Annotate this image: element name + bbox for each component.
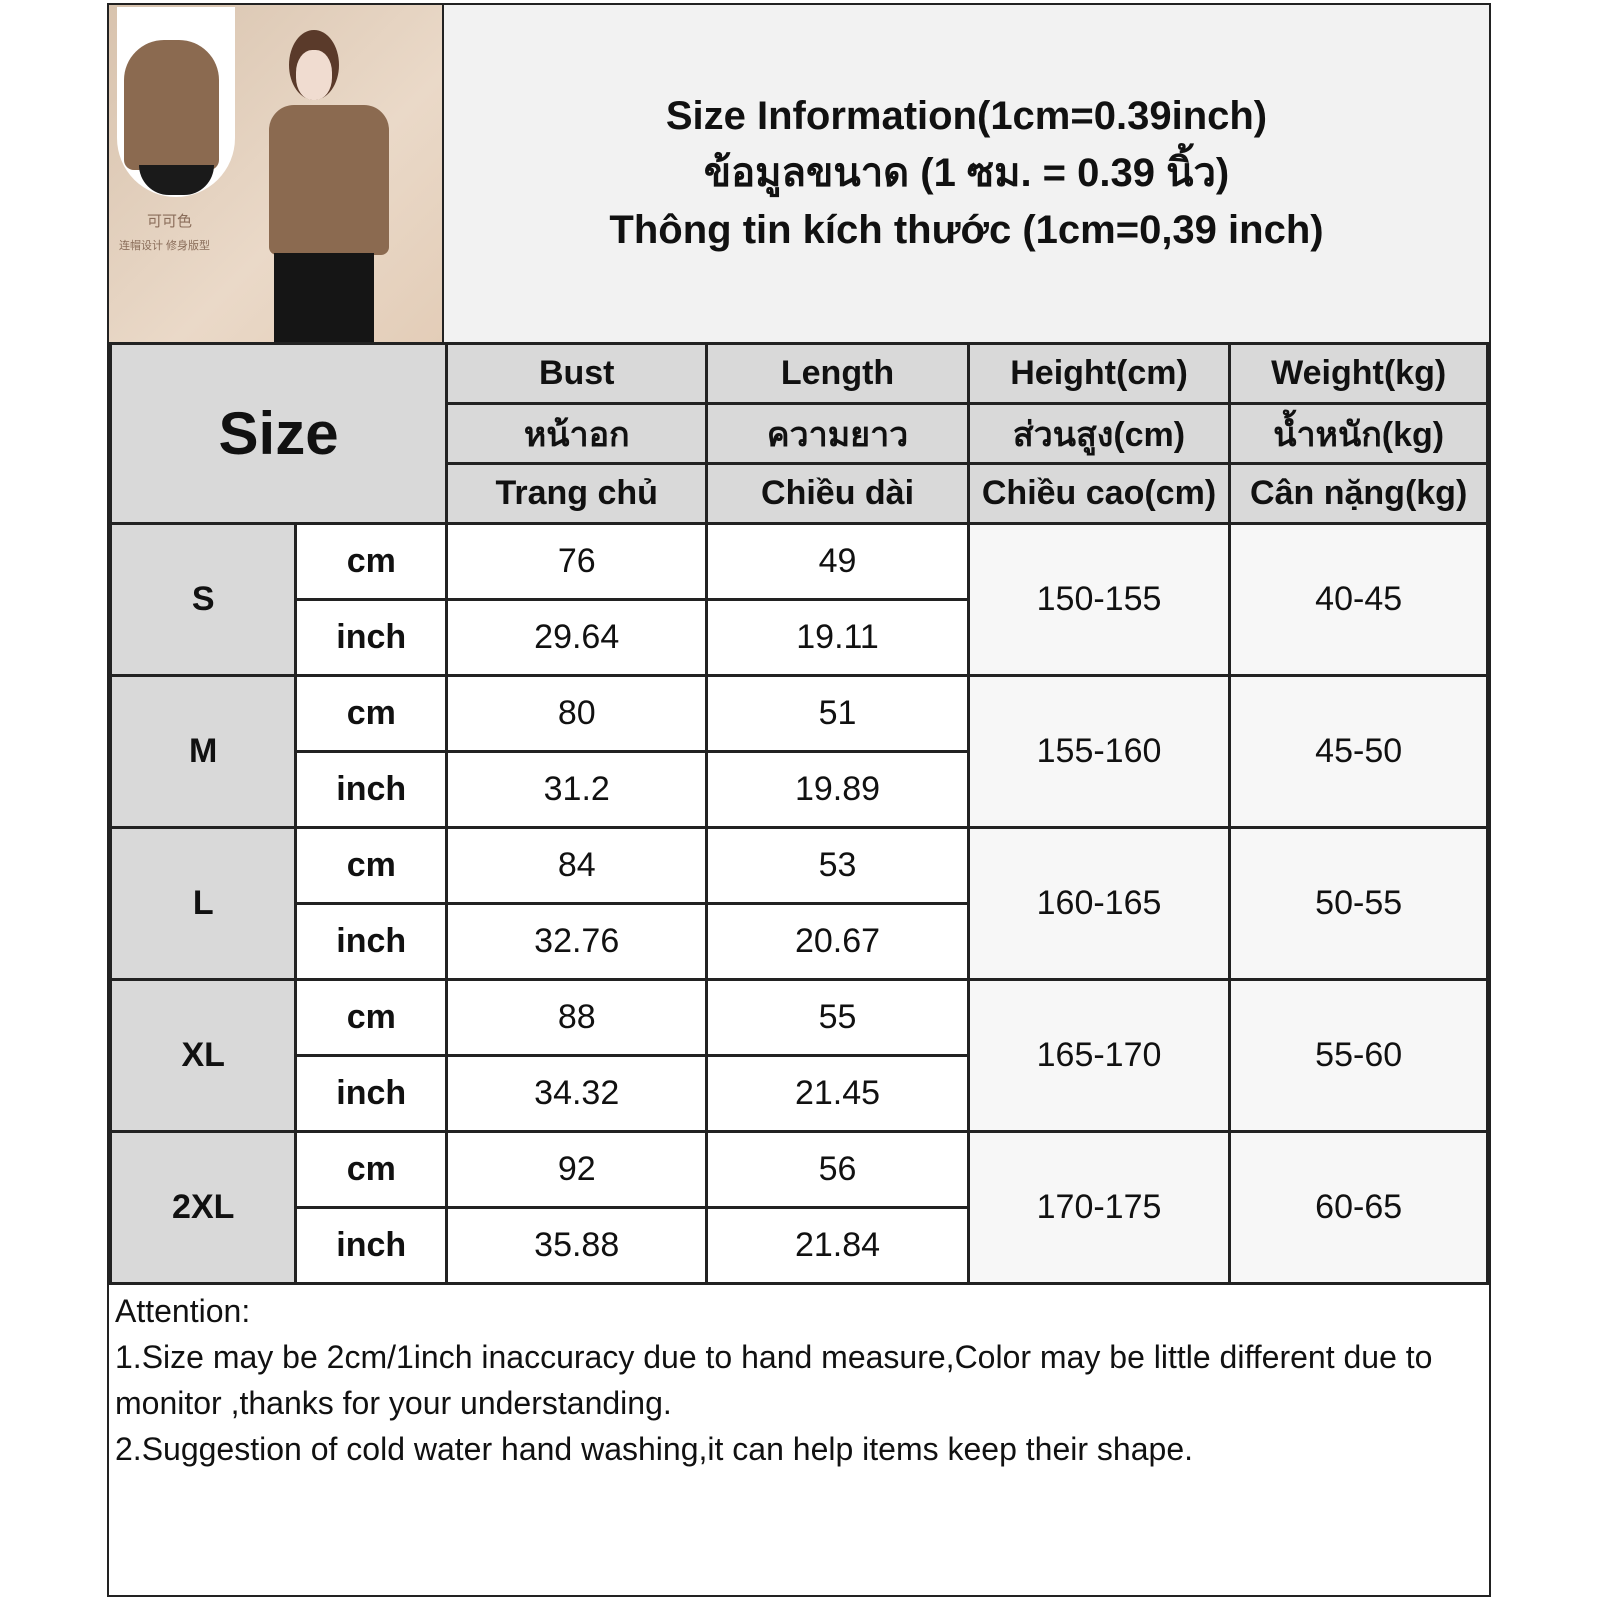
unit-cm: cm bbox=[294, 522, 449, 601]
table-row-inch: inch 32.76 20.67 bbox=[111, 902, 1488, 981]
height-range: 150-155 bbox=[966, 522, 1232, 677]
length-inch: 20.67 bbox=[705, 902, 970, 981]
height-range: 155-160 bbox=[966, 674, 1232, 829]
table-row-cm: M cm 80 51 155-160 45-50 bbox=[108, 674, 1489, 829]
model-leggings bbox=[274, 253, 374, 342]
bust-cm: 76 bbox=[445, 522, 709, 601]
col-header-th: ส่วนสูง(cm) bbox=[966, 402, 1232, 465]
unit-cm: cm bbox=[294, 674, 449, 753]
attention-note-2: 2.Suggestion of cold water hand washing,… bbox=[115, 1431, 1193, 1467]
height-range: 170-175 bbox=[966, 1130, 1232, 1285]
height-range: 160-165 bbox=[966, 826, 1232, 981]
attention-notes: Attention: 1.Size may be 2cm/1inch inacc… bbox=[115, 1288, 1479, 1472]
title-english: Size Information(1cm=0.39inch) bbox=[665, 94, 1268, 138]
model-jacket bbox=[269, 105, 389, 255]
table-row-inch: inch 35.88 21.84 bbox=[111, 1206, 1488, 1285]
weight-range: 60-65 bbox=[1228, 1130, 1489, 1285]
bust-cm: 88 bbox=[445, 978, 709, 1057]
col-header-vi: Chiều dài bbox=[705, 462, 970, 525]
size-label: L bbox=[108, 826, 298, 981]
size-label: S bbox=[108, 522, 298, 677]
table-row-inch: inch 31.2 19.89 bbox=[111, 750, 1488, 829]
length-cm: 49 bbox=[705, 522, 970, 601]
unit-cm: cm bbox=[294, 978, 449, 1057]
model-face bbox=[296, 50, 332, 100]
unit-inch: inch bbox=[294, 750, 449, 829]
weight-range: 50-55 bbox=[1228, 826, 1489, 981]
bust-inch: 32.76 bbox=[445, 902, 709, 981]
length-cm: 51 bbox=[705, 674, 970, 753]
unit-inch: inch bbox=[294, 1206, 449, 1285]
weight-range: 40-45 bbox=[1228, 522, 1489, 677]
length-inch: 19.11 bbox=[705, 598, 970, 677]
length-inch: 19.89 bbox=[705, 750, 970, 829]
table-row-cm: S cm 76 49 150-155 40-45 bbox=[108, 522, 1489, 677]
bust-cm: 80 bbox=[445, 674, 709, 753]
length-cm: 53 bbox=[705, 826, 970, 905]
col-header-th: น้ำหนัก(kg) bbox=[1228, 402, 1489, 465]
bust-cm: 84 bbox=[445, 826, 709, 905]
unit-inch: inch bbox=[294, 902, 449, 981]
col-header-en: Length bbox=[705, 342, 970, 405]
table-row-cm: XL cm 88 55 165-170 55-60 bbox=[108, 978, 1489, 1133]
col-header-en: Weight(kg) bbox=[1228, 342, 1489, 405]
attention-note-1: 1.Size may be 2cm/1inch inaccuracy due t… bbox=[115, 1339, 1433, 1421]
weight-range: 55-60 bbox=[1228, 978, 1489, 1133]
unit-cm: cm bbox=[294, 1130, 449, 1209]
weight-range: 45-50 bbox=[1228, 674, 1489, 829]
length-inch: 21.45 bbox=[705, 1054, 970, 1133]
unit-inch: inch bbox=[294, 598, 449, 677]
col-header-th: หน้าอก bbox=[445, 402, 709, 465]
height-range: 165-170 bbox=[966, 978, 1232, 1133]
unit-cm: cm bbox=[294, 826, 449, 905]
size-label: 2XL bbox=[108, 1130, 298, 1285]
size-table: Size Bust Length Height(cm) Weight(kg) ห… bbox=[108, 342, 1489, 1285]
length-cm: 56 bbox=[705, 1130, 970, 1209]
size-label: XL bbox=[108, 978, 298, 1133]
length-inch: 21.84 bbox=[705, 1206, 970, 1285]
col-header-th: ความยาว bbox=[705, 402, 970, 465]
col-header-en: Height(cm) bbox=[966, 342, 1232, 405]
size-header: Size bbox=[108, 342, 449, 525]
bust-cm: 92 bbox=[445, 1130, 709, 1209]
col-header-en: Bust bbox=[445, 342, 709, 405]
size-label: M bbox=[108, 674, 298, 829]
bust-inch: 31.2 bbox=[445, 750, 709, 829]
bust-inch: 34.32 bbox=[445, 1054, 709, 1133]
title-thai: ข้อมูลขนาด (1 ซม. = 0.39 นิ้ว) bbox=[703, 151, 1230, 195]
table-row-inch: inch 34.32 21.45 bbox=[111, 1054, 1488, 1133]
table-row-cm: L cm 84 53 160-165 50-55 bbox=[108, 826, 1489, 981]
table-row-cm: 2XL cm 92 56 170-175 60-65 bbox=[108, 1130, 1489, 1285]
photo-caption-design: 连帽设计 修身版型 bbox=[119, 240, 211, 252]
bust-inch: 29.64 bbox=[445, 598, 709, 677]
size-info-title: Size Information(1cm=0.39inch) ข้อมูลขนา… bbox=[444, 5, 1489, 342]
unit-inch: inch bbox=[294, 1054, 449, 1133]
photo-caption-color: 可可色 bbox=[147, 213, 193, 230]
title-vietnamese: Thông tin kích thước (1cm=0,39 inch) bbox=[609, 208, 1324, 252]
product-photo: 可可色 连帽设计 修身版型 bbox=[109, 5, 444, 342]
bust-inch: 35.88 bbox=[445, 1206, 709, 1285]
hoodie-back bbox=[124, 40, 219, 170]
table-row-inch: inch 29.64 19.11 bbox=[111, 598, 1488, 677]
length-cm: 55 bbox=[705, 978, 970, 1057]
col-header-vi: Cân nặng(kg) bbox=[1228, 462, 1489, 525]
col-header-vi: Trang chủ bbox=[445, 462, 709, 525]
size-chart: 可可色 连帽设计 修身版型 Size Information(1cm=0.39i… bbox=[107, 3, 1491, 1597]
attention-heading: Attention: bbox=[115, 1293, 251, 1329]
col-header-vi: Chiều cao(cm) bbox=[966, 462, 1232, 525]
